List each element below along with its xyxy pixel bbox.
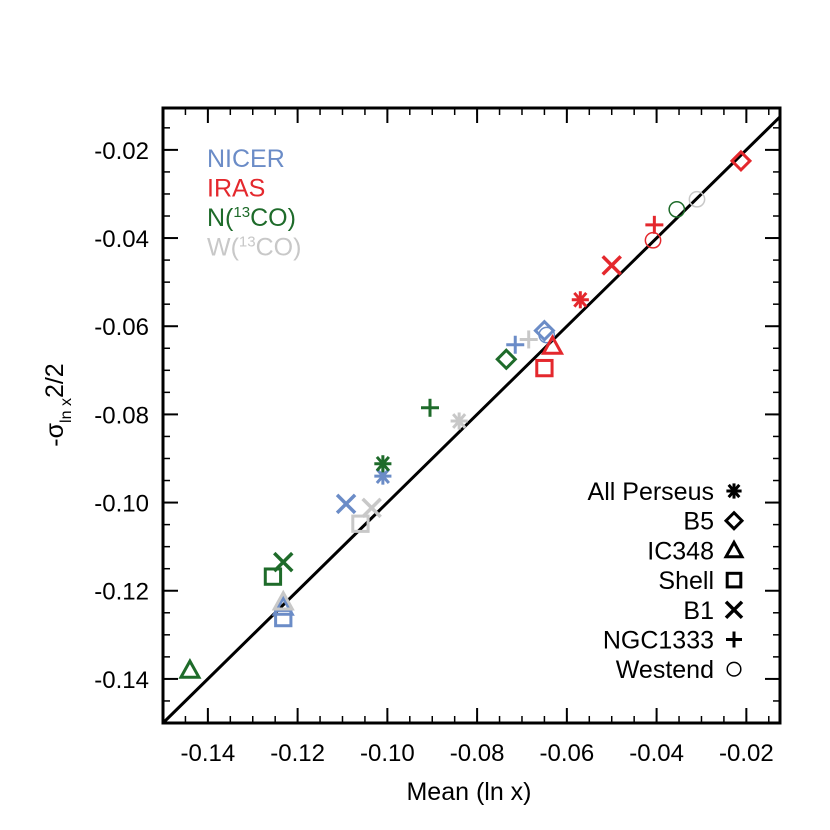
square-shape [725, 571, 743, 589]
triangle-shape [723, 539, 745, 559]
x-tick-label: -0.04 [629, 740, 684, 767]
diamond-shape [729, 149, 753, 173]
diamond-shape [723, 510, 745, 531]
svg-text:-σln x2/2: -σln x2/2 [41, 363, 75, 446]
y-axis-label-main: -σ [41, 422, 69, 446]
data-point [273, 551, 294, 573]
data-point [263, 567, 283, 586]
data-point [271, 589, 295, 611]
y-tick-label: -0.04 [94, 226, 149, 253]
y-tick-label: -0.14 [94, 667, 149, 694]
data-point [540, 333, 565, 355]
x-stroke [361, 497, 382, 519]
x-tick-label: -0.14 [181, 740, 236, 767]
y-tick-label: -0.08 [94, 402, 149, 429]
data-point [335, 493, 357, 515]
diamond-shape [495, 348, 518, 371]
data-point [538, 326, 556, 344]
data-point [688, 190, 706, 208]
data-point [374, 455, 392, 473]
dataset-legend-label: NICER [207, 145, 285, 173]
triangle-shape [271, 594, 295, 616]
data-point [178, 658, 202, 679]
dataset-legend-label: IRAS [207, 175, 265, 203]
circle-shape [668, 200, 686, 218]
diamond-shape [533, 319, 556, 342]
region-legend-marker [723, 510, 745, 531]
data-point [571, 291, 589, 309]
data-point [420, 398, 439, 417]
circle-shape [688, 190, 706, 208]
x-tick-label: -0.12 [270, 740, 325, 767]
region-legend-label: Westend [616, 656, 714, 684]
x-stroke [724, 600, 744, 620]
data-points [178, 149, 753, 679]
region-legend-marker [726, 631, 742, 648]
dataset-legend-label: W(13CO) [207, 234, 301, 262]
data-point [535, 358, 554, 378]
x-tick-label: -0.02 [719, 740, 774, 767]
x-stroke [335, 493, 357, 515]
x-tick-label: -0.08 [450, 740, 505, 767]
triangle-shape [178, 658, 202, 679]
one-to-one-line [161, 115, 782, 725]
dataset-legend-label: N(13CO) [207, 204, 296, 232]
data-point [519, 330, 538, 349]
region-legend-marker [724, 600, 744, 620]
data-point [450, 412, 468, 430]
data-point [274, 608, 293, 628]
data-point [533, 319, 556, 342]
plot-frame [161, 106, 782, 725]
reference-line-group [161, 115, 782, 725]
triangle-shape [271, 589, 295, 611]
region-legend-label: All Perseus [588, 478, 714, 506]
circle-shape [538, 326, 556, 344]
circle-shape [644, 231, 662, 249]
region-legend-label: IC348 [647, 537, 714, 565]
square-shape [263, 567, 283, 586]
x-tick-label: -0.10 [360, 740, 415, 767]
data-point [601, 255, 622, 276]
data-point [351, 514, 370, 533]
x-stroke [273, 551, 294, 573]
x-tick-label: -0.06 [540, 740, 595, 767]
region-legend-marker [726, 661, 742, 677]
x-axis-label: Mean (ln x) [406, 778, 531, 806]
region-legend-label: Shell [658, 567, 714, 595]
y-axis-label-tail: 2/2 [41, 363, 69, 398]
region-legend-marker [725, 571, 743, 589]
data-point [729, 149, 753, 173]
y-axis-label: -σln x2/2 [41, 363, 75, 446]
data-point [644, 231, 662, 249]
y-axis-label-sub: ln x [58, 398, 75, 423]
data-point [271, 594, 295, 616]
square-shape [535, 358, 554, 378]
y-tick-label: -0.10 [94, 491, 149, 518]
data-point [361, 497, 382, 519]
data-point [645, 215, 664, 234]
y-tick-label: -0.02 [94, 138, 149, 165]
region-legend-label: B5 [683, 508, 714, 536]
tick-labels: -0.14 -0.12 -0.10 -0.08 -0.06 -0.04 -0.02 -0.14… [94, 138, 773, 767]
data-point [506, 335, 525, 354]
region-legend-marker [726, 483, 742, 499]
region-legend-label: NGC1333 [603, 627, 714, 655]
region-legend-marker [723, 539, 745, 559]
triangle-shape [540, 333, 565, 355]
region-legend-label: B1 [683, 597, 714, 625]
square-shape [351, 514, 370, 533]
data-point [495, 348, 518, 371]
y-tick-label: -0.06 [94, 314, 149, 341]
x-stroke [601, 255, 622, 276]
circle-shape [726, 661, 742, 677]
data-point [668, 200, 686, 218]
y-tick-label: -0.12 [94, 579, 149, 606]
square-shape [274, 608, 293, 628]
